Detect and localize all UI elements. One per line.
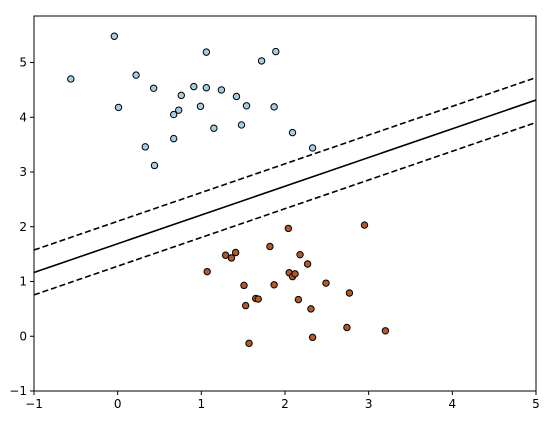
x-tick-label: 3 xyxy=(365,397,373,411)
y-axis: −1 0 1 2 3 4 5 xyxy=(9,56,34,398)
y-tick-label: −1 xyxy=(9,384,27,398)
point-series-1-2 xyxy=(227,254,236,262)
data-points xyxy=(67,32,390,348)
decision-boundary-line xyxy=(34,99,536,274)
point-series-0-11 xyxy=(190,82,198,91)
point-series-1-9 xyxy=(266,242,274,251)
x-tick-label: −1 xyxy=(25,397,43,411)
point-series-0-4 xyxy=(149,84,158,92)
point-series-0-6 xyxy=(150,161,159,170)
x-tick-label: 1 xyxy=(198,397,206,411)
x-tick-label: 5 xyxy=(532,397,540,411)
point-series-0-23 xyxy=(288,128,297,137)
point-series-0-13 xyxy=(202,84,211,92)
point-series-1-22 xyxy=(345,289,354,297)
x-tick-label: 4 xyxy=(449,397,457,411)
point-series-0-2 xyxy=(114,103,123,112)
point-series-0-14 xyxy=(202,48,211,56)
point-series-1-23 xyxy=(360,221,369,229)
point-series-0-9 xyxy=(175,106,183,114)
point-series-0-20 xyxy=(257,57,266,65)
point-series-1-8 xyxy=(254,295,262,303)
point-series-1-18 xyxy=(307,305,315,313)
point-series-1-4 xyxy=(240,281,248,290)
point-series-1-1 xyxy=(221,251,230,259)
point-series-0-1 xyxy=(67,75,75,83)
point-series-0-0 xyxy=(110,32,119,40)
plot-background xyxy=(34,16,536,391)
point-series-0-24 xyxy=(308,144,317,152)
point-series-0-5 xyxy=(141,143,149,151)
point-series-1-16 xyxy=(296,250,304,259)
point-series-1-3 xyxy=(231,248,240,257)
point-series-1-14 xyxy=(291,270,299,278)
y-tick-label: 5 xyxy=(19,56,27,70)
y-tick-label: 0 xyxy=(19,329,27,343)
x-tick-label: 2 xyxy=(281,397,289,411)
point-series-0-12 xyxy=(196,102,205,111)
x-axis: −1 0 1 2 3 4 5 xyxy=(25,391,540,411)
point-series-1-0 xyxy=(203,267,211,276)
point-series-0-22 xyxy=(272,47,280,56)
point-series-0-16 xyxy=(217,86,226,94)
point-series-0-18 xyxy=(237,121,246,129)
x-tick-label: 0 xyxy=(114,397,122,411)
point-series-0-19 xyxy=(242,102,251,110)
margin-line-1 xyxy=(34,76,536,251)
point-series-1-24 xyxy=(381,327,390,335)
point-series-1-20 xyxy=(322,279,330,287)
margin-line-2 xyxy=(34,121,536,296)
point-series-1-15 xyxy=(294,295,303,304)
point-series-1-19 xyxy=(308,333,317,342)
point-series-1-11 xyxy=(284,224,293,233)
y-tick-label: 2 xyxy=(19,220,27,234)
decision-lines xyxy=(34,76,536,296)
point-series-0-17 xyxy=(232,92,241,101)
point-series-1-5 xyxy=(241,301,250,310)
point-series-1-21 xyxy=(343,323,351,332)
y-tick-label: 3 xyxy=(19,165,27,179)
point-series-0-7 xyxy=(170,134,178,143)
point-series-0-21 xyxy=(270,103,278,111)
point-series-0-15 xyxy=(210,124,218,132)
point-series-0-10 xyxy=(177,91,185,100)
point-series-1-10 xyxy=(270,281,278,289)
point-series-1-6 xyxy=(245,339,253,348)
point-series-0-8 xyxy=(170,110,178,119)
y-tick-label: 4 xyxy=(19,110,27,124)
point-series-1-17 xyxy=(303,260,312,268)
point-series-0-3 xyxy=(132,71,140,79)
y-tick-label: 1 xyxy=(19,275,27,289)
